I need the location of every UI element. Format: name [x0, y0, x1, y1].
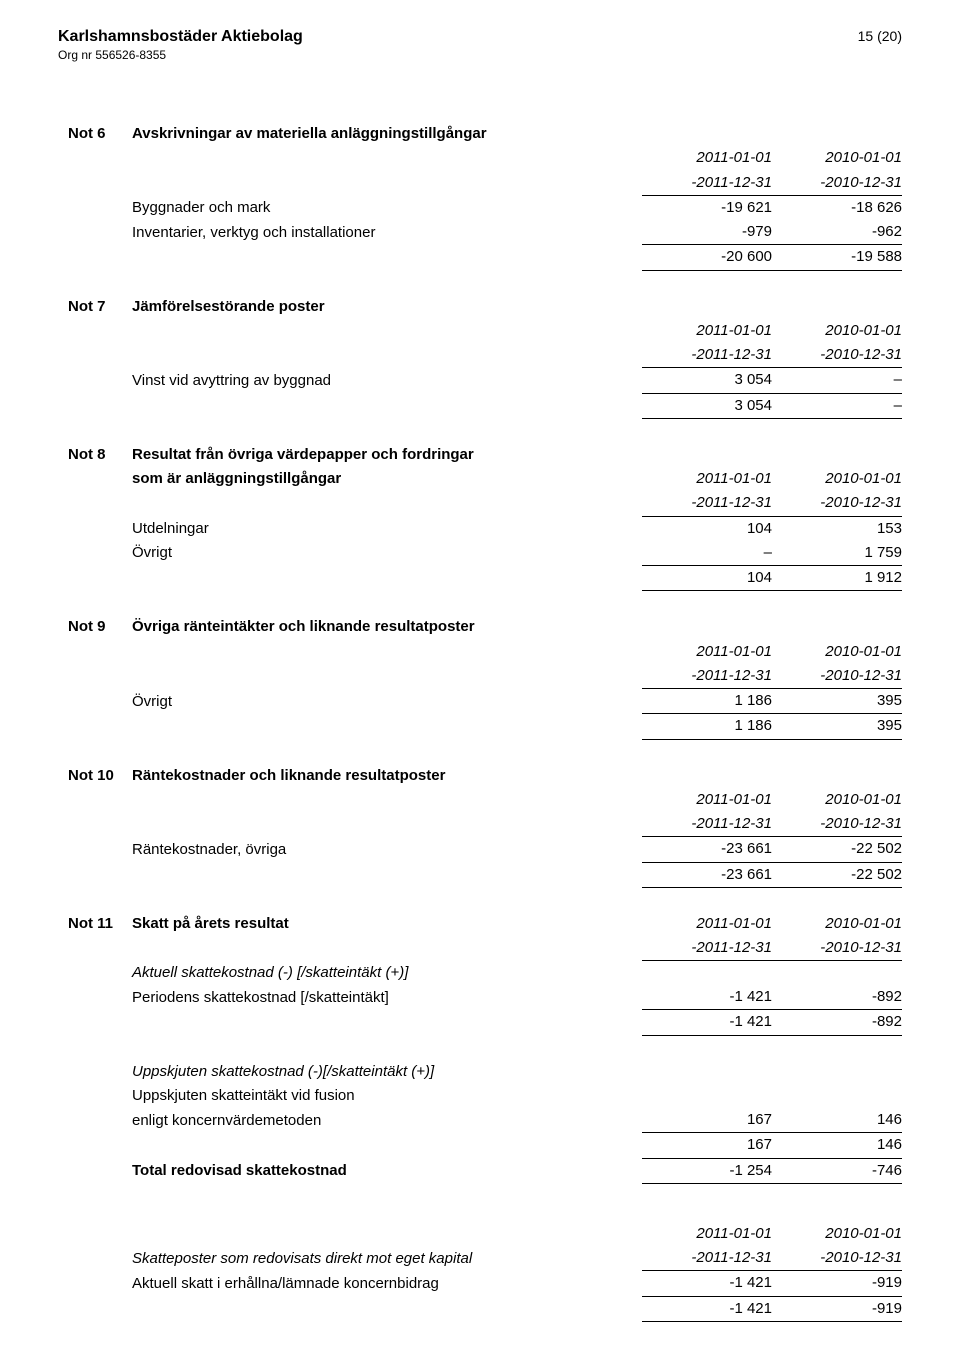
row-label: enligt koncernvärdemetoden: [132, 1108, 642, 1133]
note-id: Not 8: [68, 443, 132, 467]
row-label: Övrigt: [132, 541, 642, 566]
sum: 104: [642, 566, 772, 591]
value: –: [772, 368, 902, 393]
note-title: Avskrivningar av materiella anläggningst…: [132, 122, 642, 146]
value: 104: [642, 516, 772, 541]
sum: -892: [772, 1010, 902, 1035]
sum: -22 502: [772, 862, 902, 887]
value: 1 759: [772, 541, 902, 566]
sum: 1 912: [772, 566, 902, 591]
notes-content: Not 6 Avskrivningar av materiella anlägg…: [68, 122, 902, 1322]
notes-table: Not 6 Avskrivningar av materiella anlägg…: [68, 122, 902, 1322]
sum: -919: [772, 1296, 902, 1321]
sum: 1 186: [642, 714, 772, 739]
period-start: 2011-01-01: [642, 146, 772, 170]
total: -746: [772, 1158, 902, 1183]
row-label: Räntekostnader, övriga: [132, 837, 642, 862]
sum: 146: [772, 1133, 902, 1158]
value: -962: [772, 220, 902, 245]
sum: –: [772, 393, 902, 418]
note-id: Not 7: [68, 295, 132, 319]
section-label: Aktuell skattekostnad (-) [/skatteintäkt…: [132, 961, 642, 985]
section-label: Uppskjuten skattekostnad (-)[/skatteintä…: [132, 1060, 642, 1084]
value: 395: [772, 689, 902, 714]
value: -1 421: [642, 1271, 772, 1296]
row-label: Periodens skattekostnad [/skatteintäkt]: [132, 985, 642, 1010]
value: -18 626: [772, 195, 902, 220]
value: -22 502: [772, 837, 902, 862]
period-end: -2011-12-31: [642, 171, 772, 196]
total: -1 254: [642, 1158, 772, 1183]
sum: 167: [642, 1133, 772, 1158]
note-id: Not 10: [68, 764, 132, 788]
value: 1 186: [642, 689, 772, 714]
row-label: Byggnader och mark: [132, 195, 642, 220]
value: 153: [772, 516, 902, 541]
company-name: Karlshamnsbostäder Aktiebolag: [58, 28, 902, 46]
sum: 3 054: [642, 393, 772, 418]
sum: -19 588: [772, 245, 902, 270]
page-header: Karlshamnsbostäder Aktiebolag Org nr 556…: [58, 28, 902, 62]
total-label: Total redovisad skattekostnad: [132, 1158, 642, 1183]
note-title: Resultat från övriga värdepapper och for…: [132, 443, 642, 467]
sum: -23 661: [642, 862, 772, 887]
sum: -20 600: [642, 245, 772, 270]
value: 3 054: [642, 368, 772, 393]
value: -23 661: [642, 837, 772, 862]
row-label: Vinst vid avyttring av byggnad: [132, 368, 642, 393]
value: -892: [772, 985, 902, 1010]
note-title: Räntekostnader och liknande resultatpost…: [132, 764, 642, 788]
section-label: Skatteposter som redovisats direkt mot e…: [132, 1246, 642, 1271]
note-title: som är anläggningstillgångar: [132, 467, 642, 491]
row-label: Övrigt: [132, 689, 642, 714]
page-number: 15 (20): [858, 28, 902, 44]
row-label: Uppskjuten skatteintäkt vid fusion: [132, 1084, 642, 1108]
period-start: 2010-01-01: [772, 146, 902, 170]
value: -19 621: [642, 195, 772, 220]
note-id: Not 9: [68, 615, 132, 639]
period-end: -2010-12-31: [772, 171, 902, 196]
value: -979: [642, 220, 772, 245]
value: -1 421: [642, 985, 772, 1010]
value: –: [642, 541, 772, 566]
note-title: Jämförelsestörande poster: [132, 295, 642, 319]
row-label: Utdelningar: [132, 516, 642, 541]
note-id: Not 6: [68, 122, 132, 146]
row-label: Inventarier, verktyg och installationer: [132, 220, 642, 245]
note-title: Övriga ränteintäkter och liknande result…: [132, 615, 642, 639]
org-number: Org nr 556526-8355: [58, 48, 902, 62]
note-title: Skatt på årets resultat: [132, 912, 642, 936]
value: 167: [642, 1108, 772, 1133]
row-label: Aktuell skatt i erhållna/lämnade koncern…: [132, 1271, 642, 1296]
sum: -1 421: [642, 1296, 772, 1321]
sum: 395: [772, 714, 902, 739]
note-id: Not 11: [68, 912, 132, 936]
sum: -1 421: [642, 1010, 772, 1035]
value: -919: [772, 1271, 902, 1296]
value: 146: [772, 1108, 902, 1133]
